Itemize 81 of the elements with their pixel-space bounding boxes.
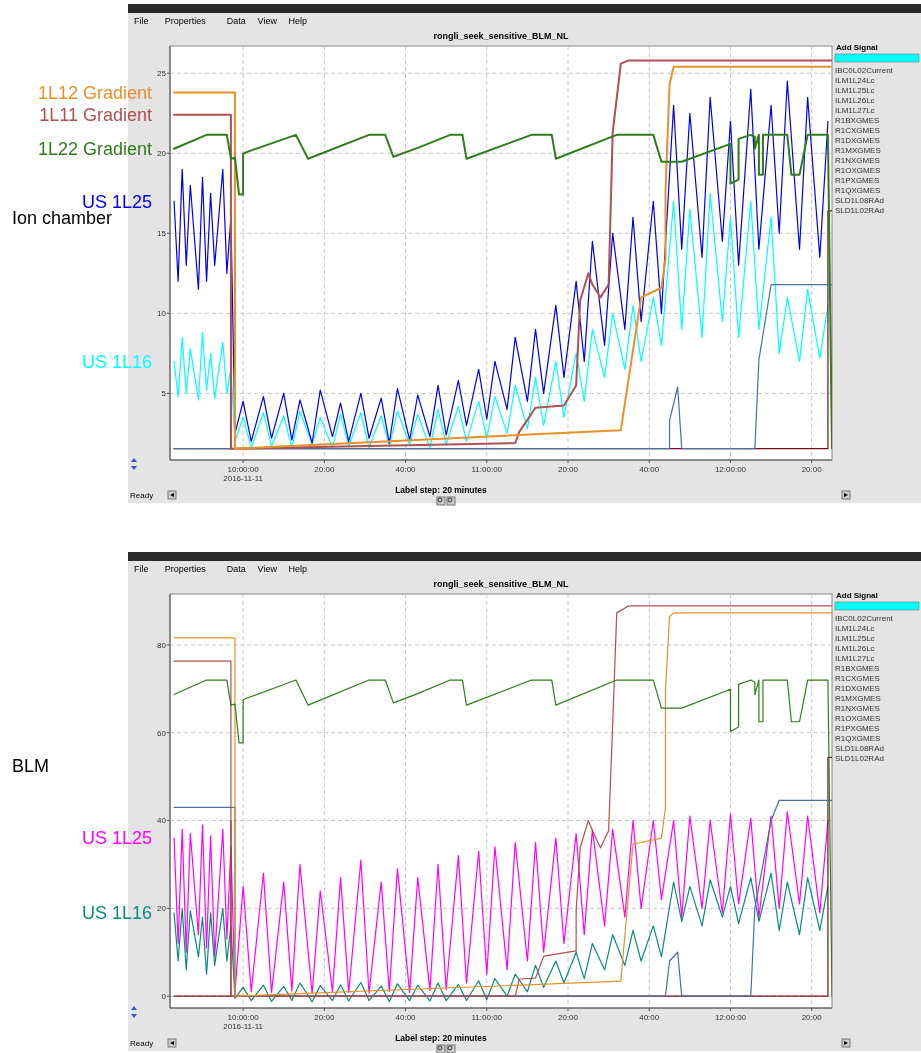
text: ILM1L27Lc: [835, 106, 875, 115]
text: R1QXGMES: [835, 186, 881, 195]
x-tick-label: 10:00:00 2016-11-11: [223, 465, 264, 483]
y-tick-label: 5: [161, 389, 167, 399]
x-tick-label: 20:00: [801, 465, 823, 474]
x-tick-label: 11:00:00: [471, 1013, 503, 1022]
text: ILM1L25Lc: [835, 86, 875, 95]
text: R1BXGMES: [835, 116, 880, 125]
text: Ready: [130, 1039, 154, 1048]
text: SLD1L08RAd: [835, 744, 884, 753]
text: File: [134, 16, 149, 26]
x-axis-title: Label step: 20 minutes: [395, 1033, 488, 1043]
x-tick-label: 40:00: [639, 1013, 660, 1022]
y-tick-label: 0: [161, 991, 167, 1001]
text: R1PXGMES: [835, 176, 880, 185]
text: ILM1L25Lc: [835, 634, 875, 643]
text: R1CXGMES: [835, 126, 880, 135]
x-tick-label: 40:00: [395, 465, 417, 474]
series-label: 1L11 Gradient: [39, 105, 152, 126]
x-tick-label: 12:00:00: [714, 465, 747, 474]
text: SLD1L02RAd: [835, 206, 884, 215]
text: Properties: [164, 564, 207, 574]
text: Help: [288, 16, 307, 26]
text: File: [134, 564, 149, 574]
text: Help: [288, 564, 307, 574]
y-tick-label: 20: [157, 149, 167, 159]
series-label: US 1L25: [81, 828, 152, 849]
text: R1OXGMES: [835, 166, 881, 175]
text: ILM1L26Lc: [835, 96, 875, 105]
y-axis-title: BLM: [12, 756, 50, 777]
text: Properties: [164, 16, 207, 26]
text: R1PXGMES: [835, 724, 880, 733]
text: Data: [226, 564, 246, 574]
x-tick-label: 10:00:00 2016-11-11: [223, 1013, 264, 1031]
x-tick-label: 40:00: [395, 1013, 417, 1022]
text: R1MXGMES: [835, 146, 881, 155]
text: R1DXGMES: [835, 136, 880, 145]
text: ILM1L24Lc: [835, 624, 875, 633]
text: Data: [226, 16, 246, 26]
x-tick-label: 20:00: [558, 465, 579, 474]
series-label: 1L12 Gradient: [37, 82, 152, 103]
text: ILM1L24Lc: [835, 76, 875, 85]
text: R1MXGMES: [835, 694, 881, 703]
x-tick-label: 40:00: [639, 465, 660, 474]
y-tick-label: 15: [157, 229, 167, 239]
series-label: 1L22 Gradient: [37, 139, 152, 160]
text: R1NXGMES: [835, 156, 880, 165]
series-label: US 1L16: [81, 351, 152, 372]
y-tick-label: 60: [157, 728, 167, 738]
x-tick-label: 20:00: [314, 465, 335, 474]
y-tick-label: 80: [157, 640, 167, 650]
y-tick-label: 25: [157, 69, 167, 79]
text: IBC0L02Current: [835, 614, 894, 623]
text: R1CXGMES: [835, 674, 880, 683]
text: View: [257, 564, 278, 574]
series-label: US 1L16: [81, 903, 152, 924]
text: R1QXGMES: [835, 734, 881, 743]
text: R1DXGMES: [835, 684, 880, 693]
text: ILM1L26Lc: [835, 644, 875, 653]
x-tick-label: 12:00:00: [714, 1013, 747, 1022]
text: ILM1L27Lc: [835, 654, 875, 663]
text: R1BXGMES: [835, 664, 880, 673]
text: Add Signal: [836, 591, 878, 600]
chart-title: rongli_seek_sensitive_BLM_NL: [433, 579, 570, 589]
y-tick-label: 20: [157, 904, 167, 914]
x-axis-title: Label step: 20 minutes: [395, 485, 488, 495]
text: R1OXGMES: [835, 714, 881, 723]
y-tick-label: 40: [157, 816, 167, 826]
text: Ready: [130, 491, 154, 500]
chart-title: rongli_seek_sensitive_BLM_NL: [433, 31, 570, 41]
y-tick-label: 10: [157, 309, 167, 319]
text: Add Signal: [836, 43, 878, 52]
text: R1NXGMES: [835, 704, 880, 713]
x-tick-label: 20:00: [801, 1013, 823, 1022]
text: View: [257, 16, 278, 26]
text: SLD1L08RAd: [835, 196, 884, 205]
x-tick-label: 11:00:00: [471, 465, 503, 474]
x-tick-label: 20:00: [314, 1013, 335, 1022]
text: IBC0L02Current: [835, 66, 894, 75]
x-tick-label: 20:00: [558, 1013, 579, 1022]
text: SLD1L02RAd: [835, 754, 884, 763]
